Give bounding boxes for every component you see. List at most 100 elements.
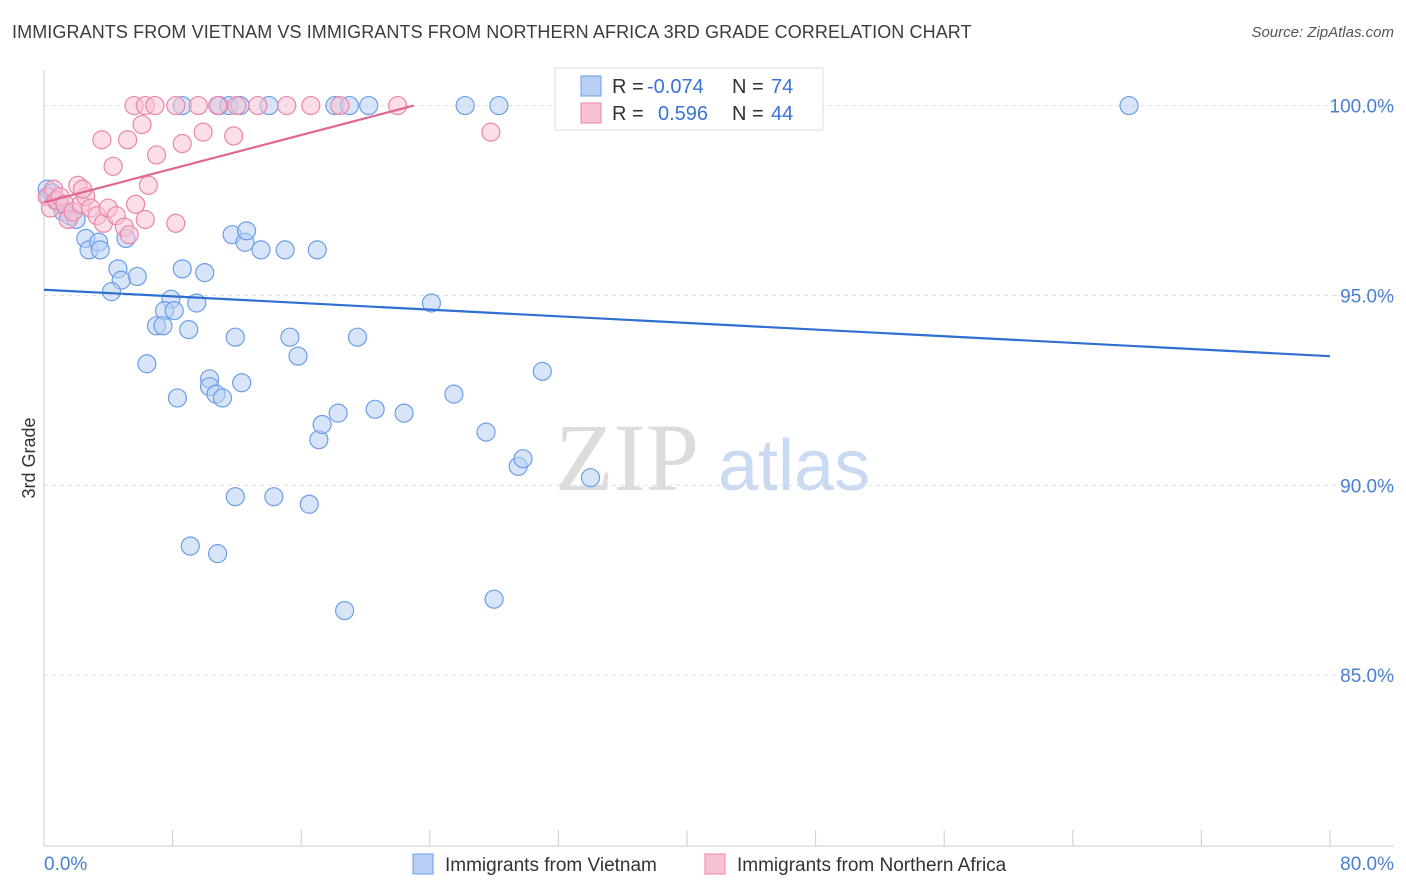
- legend-n-label-0: N =: [732, 76, 764, 98]
- bottom-legend: Immigrants from Vietnam Immigrants from …: [412, 853, 1007, 876]
- northern-africa-point: [92, 130, 112, 150]
- legend-r-value-1: 0.596: [658, 103, 708, 125]
- bottom-legend-label-northern-africa: Immigrants from Northern Africa: [737, 855, 1007, 876]
- legend-swatch-northern-africa: [580, 102, 602, 124]
- y-tick-labels: 100.0% 95.0% 90.0% 85.0%: [1330, 97, 1395, 688]
- vietnam-point: [489, 95, 509, 116]
- northern-africa-point: [172, 133, 192, 154]
- northern-africa-point: [132, 114, 152, 135]
- vietnam-point: [167, 388, 188, 408]
- vietnam-point: [232, 373, 252, 393]
- northern-africa-point: [119, 225, 139, 245]
- northern-africa-point: [227, 95, 247, 116]
- vietnam-point: [179, 319, 199, 340]
- x-tick-label-max: 80.0%: [1340, 854, 1394, 875]
- bottom-legend-swatch-northern-africa: [704, 853, 726, 875]
- vietnam-point: [476, 422, 496, 442]
- northern-africa-point: [146, 145, 167, 165]
- vietnam-point: [394, 403, 414, 423]
- vietnam-point: [137, 354, 157, 374]
- northern-africa-point: [103, 156, 123, 176]
- northern-africa-point: [193, 122, 213, 142]
- vietnam-point: [195, 263, 215, 283]
- bottom-legend-label-vietnam: Immigrants from Vietnam: [445, 855, 657, 876]
- trend-line-vietnam: [43, 288, 1331, 358]
- vietnam-point: [328, 403, 348, 423]
- vietnam-point: [335, 600, 355, 621]
- legend-r-label-1: R =: [612, 103, 644, 125]
- vietnam-point: [225, 327, 245, 347]
- vietnam-point: [180, 536, 200, 556]
- vietnam-point: [101, 282, 122, 302]
- northern-africa-point: [481, 122, 501, 142]
- vietnam-point: [532, 361, 552, 381]
- northern-africa-point: [188, 95, 208, 116]
- y-axis-label: 3rd Grade: [19, 417, 39, 498]
- northern-africa-point: [138, 175, 159, 195]
- x-tick-label-min: 0.0%: [44, 854, 87, 875]
- vietnam-point: [236, 221, 257, 241]
- northern-africa-point: [277, 95, 297, 116]
- vietnam-point: [347, 327, 368, 347]
- vietnam-point: [280, 327, 300, 347]
- series-vietnam-points: [37, 95, 1139, 621]
- vietnam-point: [513, 449, 533, 469]
- northern-africa-point: [301, 95, 321, 116]
- northern-africa-point: [145, 95, 165, 116]
- vietnam-point: [484, 589, 504, 609]
- vietnam-point: [172, 259, 192, 279]
- northern-africa-point: [117, 130, 138, 150]
- vietnam-point: [275, 240, 295, 260]
- legend-swatch-vietnam: [580, 75, 602, 97]
- northern-africa-point: [248, 95, 268, 116]
- vietnam-point: [251, 240, 271, 260]
- northern-africa-point: [166, 95, 186, 116]
- northern-africa-point: [135, 209, 155, 230]
- northern-africa-point: [72, 179, 93, 199]
- vietnam-point: [1119, 95, 1139, 116]
- legend-r-label-0: R =: [612, 76, 644, 98]
- northern-africa-point: [208, 95, 228, 116]
- vietnam-point: [312, 414, 332, 435]
- y-tick-label: 90.0%: [1340, 476, 1394, 497]
- vietnam-point: [444, 384, 464, 404]
- vietnam-point: [455, 95, 475, 116]
- y-tick-label: 85.0%: [1340, 666, 1394, 687]
- vietnam-point: [208, 544, 228, 564]
- vietnam-point: [299, 494, 319, 514]
- bottom-legend-swatch-vietnam: [412, 853, 434, 875]
- northern-africa-point: [126, 194, 146, 214]
- vietnam-point: [225, 487, 245, 507]
- legend-n-label-1: N =: [732, 103, 764, 125]
- legend-r-value-0: -0.074: [647, 76, 704, 98]
- vietnam-point: [580, 468, 601, 488]
- series-northern-africa-points: [37, 95, 501, 245]
- legend-n-value-0: 74: [771, 76, 793, 98]
- vietnam-point: [421, 293, 442, 313]
- vietnam-point: [127, 266, 147, 287]
- vietnam-point: [90, 240, 110, 260]
- chart-title: IMMIGRANTS FROM VIETNAM VS IMMIGRANTS FR…: [12, 22, 972, 42]
- x-ticks: [43, 830, 1331, 846]
- northern-africa-point: [330, 95, 350, 116]
- northern-africa-point: [224, 126, 244, 146]
- vietnam-point: [212, 388, 233, 408]
- y-tick-label: 100.0%: [1330, 97, 1395, 118]
- vietnam-point: [164, 301, 184, 321]
- vietnam-point: [264, 487, 284, 507]
- vietnam-point: [307, 240, 327, 260]
- source-label: Source: ZipAtlas.com: [1251, 24, 1394, 41]
- legend-n-value-1: 44: [771, 103, 793, 125]
- watermark-atlas: atlas: [718, 426, 870, 506]
- vietnam-point: [359, 95, 379, 116]
- trend-line-northern-africa: [43, 104, 415, 204]
- vietnam-point: [288, 346, 308, 366]
- stats-legend: R = -0.074 N = 74 R = 0.596 N = 44: [554, 67, 824, 131]
- northern-africa-point: [166, 213, 186, 233]
- vietnam-point: [153, 316, 173, 336]
- y-tick-label: 95.0%: [1340, 286, 1394, 307]
- trend-lines: [43, 104, 1331, 358]
- watermark-zip: ZIP: [555, 404, 699, 511]
- vietnam-point: [365, 399, 385, 419]
